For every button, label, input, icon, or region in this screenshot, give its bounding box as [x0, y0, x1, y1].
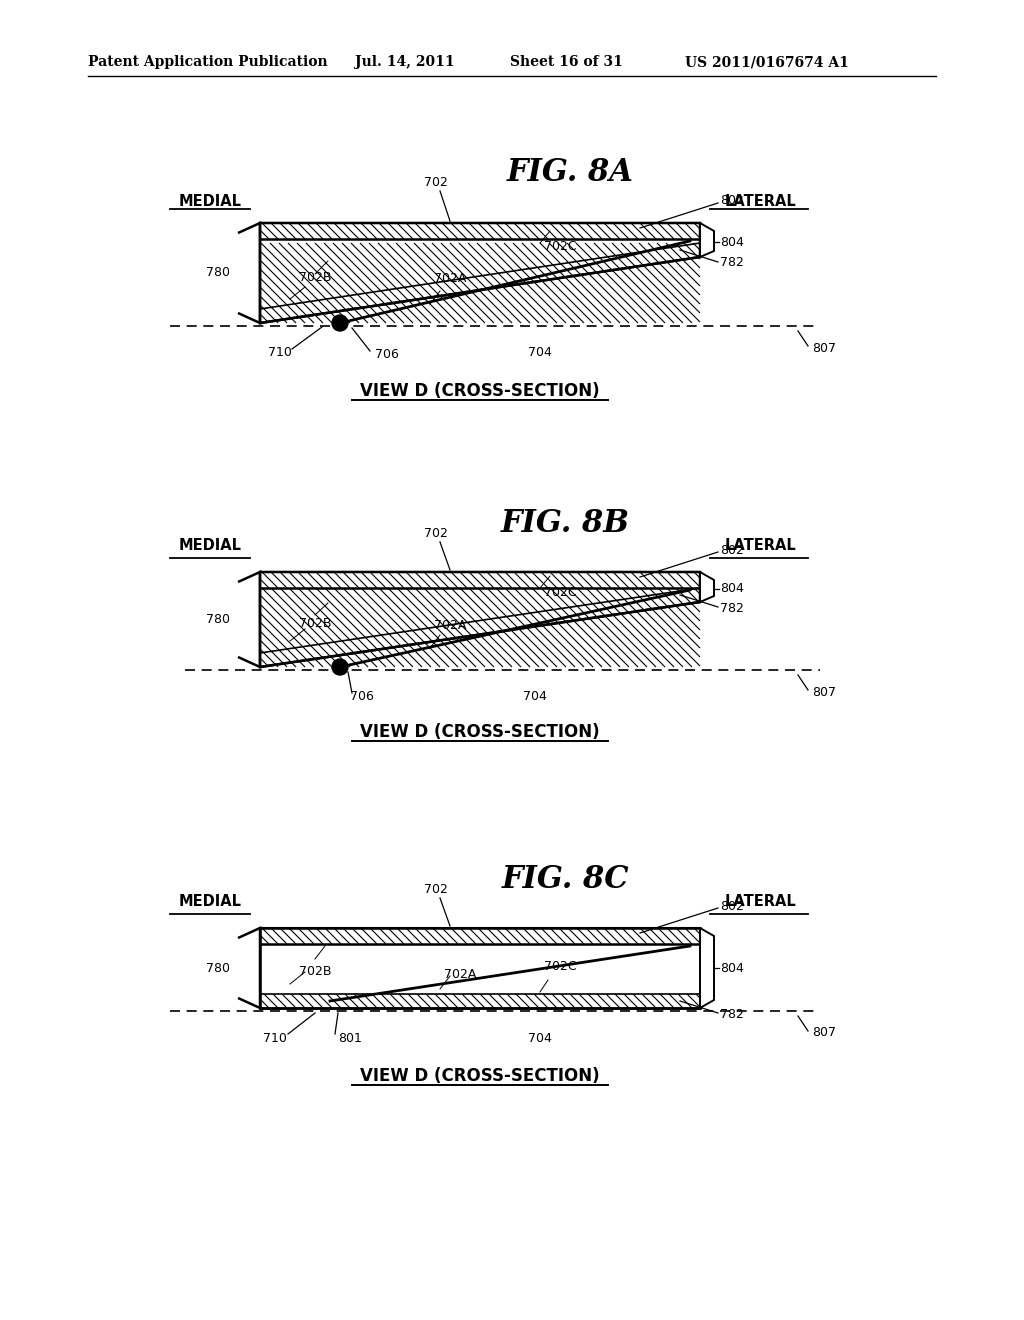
Text: 807: 807: [812, 342, 836, 355]
Text: Sheet 16 of 31: Sheet 16 of 31: [510, 55, 623, 69]
Text: MEDIAL: MEDIAL: [178, 539, 242, 553]
Text: 702B: 702B: [299, 965, 331, 978]
Polygon shape: [260, 572, 700, 587]
Text: FIG. 8B: FIG. 8B: [501, 508, 630, 539]
Polygon shape: [260, 243, 700, 323]
Text: LATERAL: LATERAL: [724, 894, 796, 909]
Text: 780: 780: [206, 267, 230, 280]
Text: 710: 710: [263, 1031, 287, 1044]
Text: 706: 706: [375, 348, 399, 362]
Circle shape: [332, 659, 348, 675]
Text: Jul. 14, 2011: Jul. 14, 2011: [355, 55, 455, 69]
Text: 702C: 702C: [544, 586, 577, 599]
Text: 780: 780: [206, 961, 230, 974]
Text: 780: 780: [206, 612, 230, 626]
Text: 702A: 702A: [434, 272, 466, 285]
Text: 702B: 702B: [299, 271, 331, 284]
Polygon shape: [260, 239, 700, 309]
Text: 704: 704: [528, 346, 552, 359]
Text: 801: 801: [338, 1031, 361, 1044]
Text: 804: 804: [720, 235, 743, 248]
Text: 704: 704: [523, 690, 547, 704]
Text: 706: 706: [350, 690, 374, 704]
Polygon shape: [700, 572, 714, 602]
Text: 802: 802: [720, 194, 743, 207]
Text: US 2011/0167674 A1: US 2011/0167674 A1: [685, 55, 849, 69]
Polygon shape: [260, 994, 700, 1008]
Polygon shape: [700, 223, 714, 257]
Polygon shape: [260, 944, 700, 994]
Text: 702A: 702A: [443, 968, 476, 981]
Polygon shape: [260, 928, 700, 944]
Text: 702B: 702B: [299, 618, 331, 630]
Polygon shape: [260, 223, 700, 239]
Text: VIEW D (CROSS-SECTION): VIEW D (CROSS-SECTION): [360, 1067, 600, 1085]
Text: 702: 702: [424, 883, 447, 896]
Text: 704: 704: [528, 1031, 552, 1044]
Text: 702A: 702A: [434, 619, 466, 632]
Text: 702C: 702C: [544, 239, 577, 252]
Text: FIG. 8C: FIG. 8C: [502, 865, 629, 895]
Polygon shape: [700, 928, 714, 1008]
Text: Patent Application Publication: Patent Application Publication: [88, 55, 328, 69]
Text: 710: 710: [268, 346, 292, 359]
Circle shape: [332, 315, 348, 331]
Text: VIEW D (CROSS-SECTION): VIEW D (CROSS-SECTION): [360, 723, 600, 741]
Text: LATERAL: LATERAL: [724, 194, 796, 209]
Text: 807: 807: [812, 1027, 836, 1040]
Text: 807: 807: [812, 685, 836, 698]
Text: LATERAL: LATERAL: [724, 539, 796, 553]
Text: 802: 802: [720, 544, 743, 557]
Text: FIG. 8A: FIG. 8A: [507, 157, 634, 187]
Text: 702C: 702C: [544, 960, 577, 973]
Text: MEDIAL: MEDIAL: [178, 194, 242, 209]
Polygon shape: [260, 587, 700, 667]
Text: MEDIAL: MEDIAL: [178, 894, 242, 909]
Text: 804: 804: [720, 961, 743, 974]
Text: VIEW D (CROSS-SECTION): VIEW D (CROSS-SECTION): [360, 381, 600, 400]
Text: 702: 702: [424, 527, 447, 540]
Text: 782: 782: [720, 602, 743, 615]
Text: 802: 802: [720, 899, 743, 912]
Text: 702: 702: [424, 176, 447, 189]
Text: 782: 782: [720, 1007, 743, 1020]
Text: 804: 804: [720, 582, 743, 595]
Text: 782: 782: [720, 256, 743, 269]
Polygon shape: [260, 587, 700, 653]
